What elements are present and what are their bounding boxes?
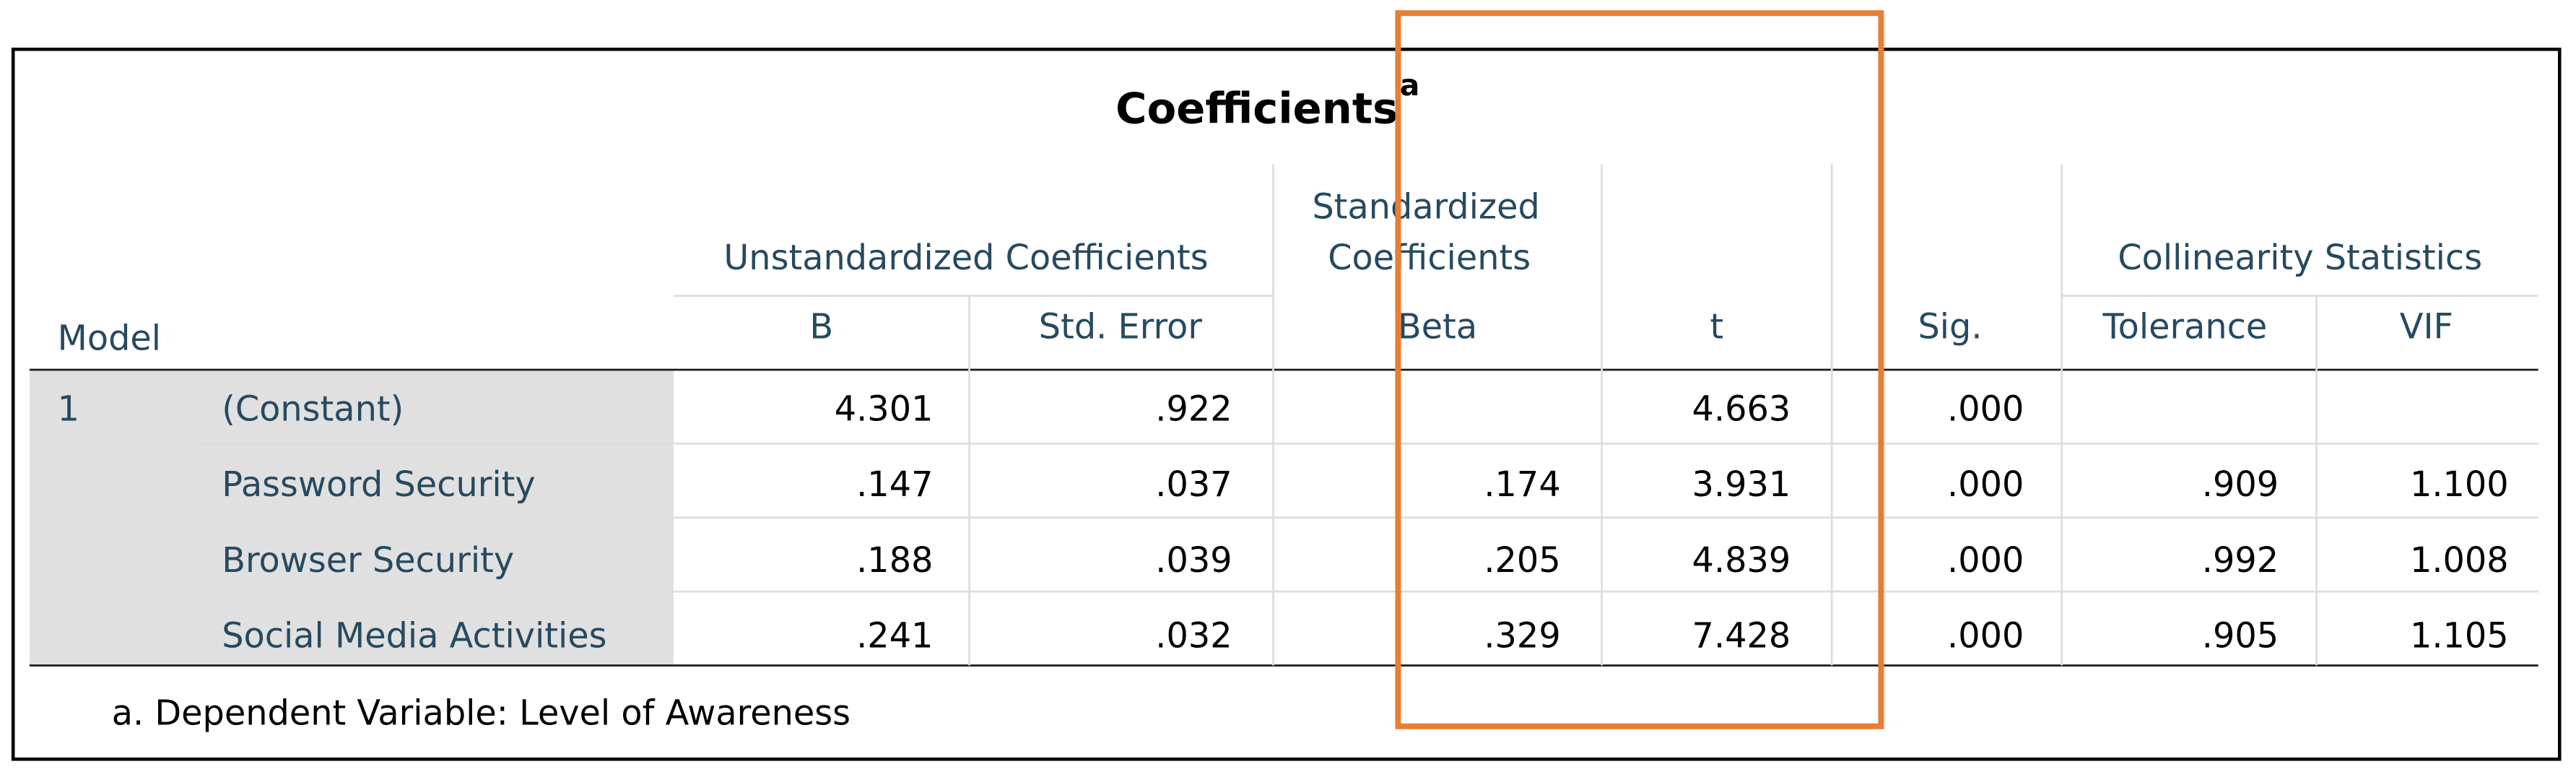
cell: .032 — [1155, 617, 1232, 656]
cell: .992 — [2202, 541, 2279, 581]
cell: .188 — [856, 541, 933, 581]
row-label: Password Security — [222, 465, 535, 505]
header-standardized: Standardized — [1312, 188, 1539, 227]
cell: .909 — [2202, 465, 2279, 505]
row-label: (Constant) — [222, 390, 404, 430]
cell: 4.301 — [835, 390, 934, 430]
column-header: B — [809, 308, 833, 347]
model-number: 1 — [58, 390, 79, 430]
cell: .000 — [1947, 465, 2024, 505]
cell: 1.105 — [2410, 617, 2509, 656]
cell: 1.100 — [2410, 465, 2509, 505]
cell: .000 — [1947, 541, 2024, 581]
cell: 1.008 — [2410, 541, 2509, 581]
header-standardized: Coefficients — [1328, 238, 1531, 278]
table-title: Coefficients — [1115, 84, 1398, 134]
cell: .922 — [1155, 390, 1232, 430]
footnote: a. Dependent Variable: Level of Awarenes… — [112, 693, 850, 733]
title-note: a — [1400, 68, 1420, 103]
column-header: Std. Error — [1039, 308, 1203, 347]
header-unstandardized: Unstandardized Coefficients — [723, 238, 1208, 278]
header-model: Model — [58, 319, 161, 359]
row-label: Browser Security — [222, 541, 514, 581]
cell: .329 — [1484, 617, 1560, 656]
cell: .241 — [856, 617, 933, 656]
cell: 4.663 — [1692, 390, 1791, 430]
cell: 4.839 — [1692, 541, 1791, 581]
cell: .037 — [1155, 465, 1232, 505]
row-label: Social Media Activities — [222, 617, 606, 656]
column-header: Beta — [1398, 308, 1477, 347]
cell: .000 — [1947, 617, 2024, 656]
column-header: VIF — [2400, 308, 2453, 347]
cell: .039 — [1155, 541, 1232, 581]
cell: .147 — [856, 465, 933, 505]
cell: 3.931 — [1692, 465, 1791, 505]
cell: .174 — [1484, 465, 1560, 505]
header-collinearity: Collinearity Statistics — [2118, 238, 2482, 278]
cell: .205 — [1484, 541, 1560, 581]
table-frame — [11, 47, 2562, 761]
cell: 7.428 — [1692, 617, 1791, 656]
column-header: t — [1710, 308, 1724, 347]
column-header: Tolerance — [2102, 308, 2268, 347]
cell: .905 — [2202, 617, 2279, 656]
column-header: Sig. — [1918, 308, 1982, 347]
highlight-box — [1395, 10, 1884, 729]
cell: .000 — [1947, 390, 2024, 430]
